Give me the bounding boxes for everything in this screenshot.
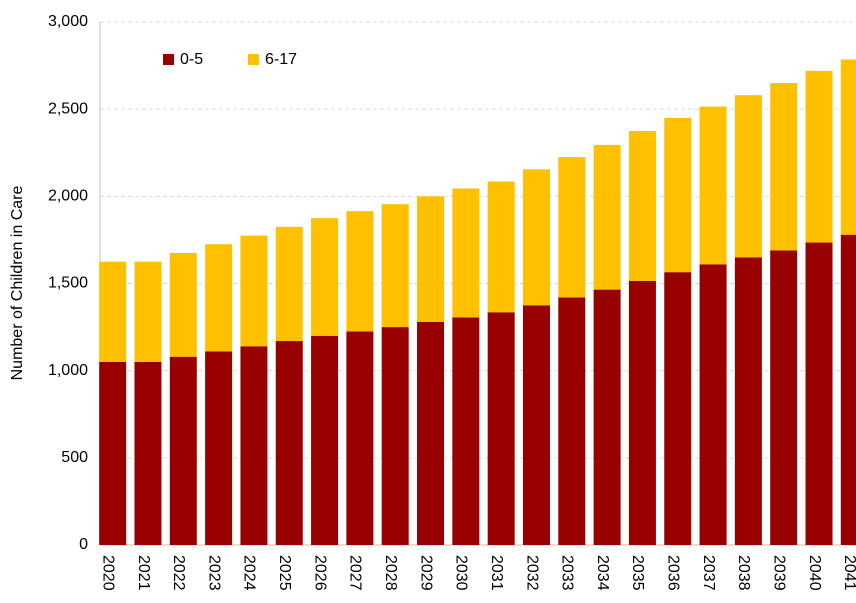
bar-segment: [664, 272, 692, 545]
bar-segment: [417, 196, 445, 322]
bar-segment: [487, 181, 515, 313]
x-tick-label: 2036: [665, 555, 682, 591]
bar-segment: [311, 335, 339, 545]
y-tick-label: 500: [61, 449, 88, 466]
x-tick-label: 2023: [205, 555, 222, 591]
x-tick-label: 2041: [841, 555, 856, 591]
bar-segment: [522, 305, 550, 545]
x-tick-label: 2027: [347, 555, 364, 591]
bar-segment: [205, 351, 233, 545]
bar-segment: [699, 106, 727, 265]
x-tick-label: 2028: [382, 555, 399, 591]
bar-segment: [558, 297, 586, 545]
legend-label: 6-17: [265, 51, 297, 68]
y-tick-label: 1,000: [48, 362, 88, 379]
x-tick-label: 2037: [700, 555, 717, 591]
x-tick-label: 2034: [594, 555, 611, 591]
y-tick-label: 0: [79, 536, 88, 553]
x-tick-label: 2031: [488, 555, 505, 591]
bar-segment: [522, 169, 550, 306]
y-axis-label: Number of Children in Care: [9, 186, 26, 381]
bar-segment: [770, 83, 798, 251]
bar-segment: [240, 346, 268, 545]
x-tick-label: 2039: [770, 555, 787, 591]
x-tick-label: 2040: [806, 555, 823, 591]
x-tick-label: 2022: [170, 555, 187, 591]
bar-segment: [134, 361, 162, 545]
bar-segment: [240, 235, 268, 347]
bar-segment: [487, 312, 515, 545]
bar-segment: [417, 321, 445, 545]
bar-segment: [99, 261, 127, 362]
bar-segment: [275, 341, 303, 545]
bar-segment: [99, 361, 127, 545]
x-tick-label: 2021: [135, 555, 152, 591]
x-tick-label: 2024: [241, 555, 258, 591]
bar-segment: [134, 261, 162, 362]
bar-segment: [593, 144, 621, 290]
y-tick-label: 2,500: [48, 100, 88, 117]
bar-segment: [275, 226, 303, 342]
bar-segment: [381, 327, 409, 545]
x-tick-label: 2033: [559, 555, 576, 591]
bar-segment: [558, 157, 586, 298]
bar-segment: [381, 204, 409, 328]
bar-segment: [805, 70, 833, 243]
x-tick-label: 2035: [629, 555, 646, 591]
y-tick-label: 3,000: [48, 13, 88, 30]
x-tick-label: 2030: [453, 555, 470, 591]
bar-segment: [346, 331, 374, 545]
bar-segment: [205, 244, 233, 352]
bar-segment: [628, 130, 656, 281]
x-tick-label: 2020: [99, 555, 116, 591]
bar-segment: [734, 95, 762, 258]
bar-segment: [840, 234, 856, 546]
bar-segment: [311, 218, 339, 336]
x-tick-label: 2029: [417, 555, 434, 591]
x-tick-label: 2032: [523, 555, 540, 591]
legend-swatch: [248, 54, 259, 65]
bar-segment: [805, 242, 833, 545]
x-tick-label: 2025: [276, 555, 293, 591]
bar-segment: [699, 264, 727, 545]
bar-segment: [628, 280, 656, 545]
bar-segment: [452, 317, 480, 545]
bar-segment: [840, 59, 856, 235]
bar-segment: [452, 188, 480, 318]
bar-segment: [169, 252, 197, 357]
legend-label: 0-5: [180, 51, 203, 68]
bar-segment: [770, 250, 798, 546]
bar-segment: [664, 117, 692, 273]
x-tick-label: 2026: [311, 555, 328, 591]
bar-segment: [734, 257, 762, 545]
x-tick-label: 2038: [735, 555, 752, 591]
bar-segment: [593, 289, 621, 545]
legend-swatch: [163, 54, 174, 65]
bar-segment: [346, 211, 374, 332]
bar-segment: [169, 356, 197, 545]
y-tick-label: 2,000: [48, 188, 88, 205]
y-tick-label: 1,500: [48, 275, 88, 292]
